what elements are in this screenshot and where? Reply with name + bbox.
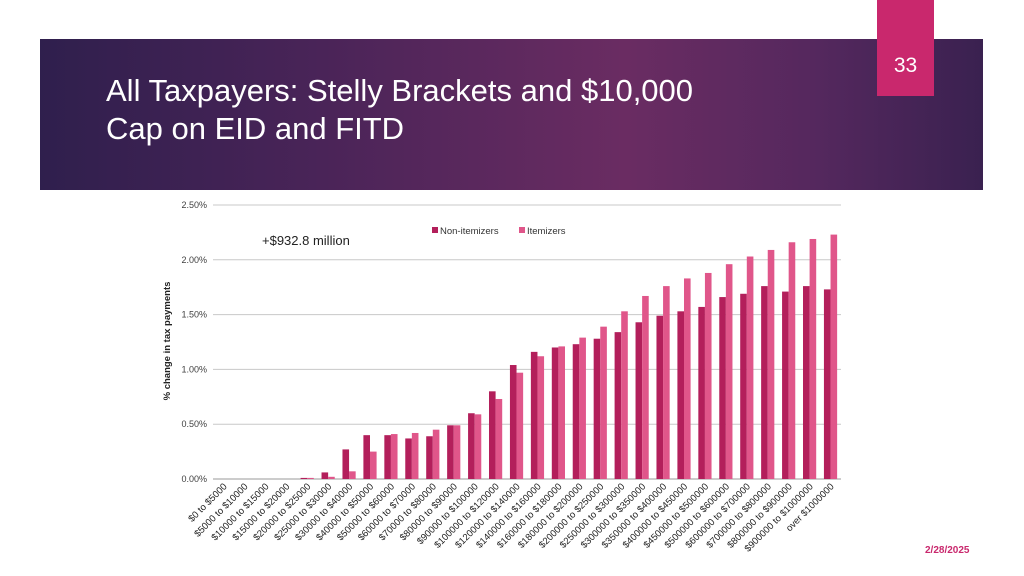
bar-itemizers	[516, 372, 524, 479]
bar-itemizers	[537, 356, 545, 479]
bar-itemizers	[767, 249, 775, 479]
x-axis-ticks: $0 to $5000$5000 to $10000$10000 to $150…	[186, 481, 836, 554]
bar-non-itemizers	[761, 286, 768, 479]
legend-swatch-itemizers	[519, 227, 525, 233]
chart-gridlines	[213, 204, 841, 480]
page-number: 33	[893, 54, 918, 77]
footer-date: 2/28/2025	[925, 545, 970, 556]
y-axis-title: % change in tax payments	[162, 282, 173, 401]
bar-itemizers	[307, 477, 314, 479]
bar-non-itemizers	[489, 391, 496, 479]
bar-non-itemizers	[614, 332, 622, 479]
bar-non-itemizers	[572, 344, 580, 479]
bar-itemizers	[579, 337, 586, 479]
bar-non-itemizers	[740, 293, 747, 479]
bar-non-itemizers	[803, 286, 810, 479]
y-axis-ticks: 0.00% 0.50% 1.00% 1.50% 2.00% 2.50%	[181, 200, 207, 484]
slide-title-line-1: All Taxpayers: Stelly Brackets and $10,0…	[106, 73, 694, 108]
bar-non-itemizers	[719, 297, 726, 479]
bar-itemizers	[788, 242, 796, 479]
y-tick-label: 1.00%	[181, 364, 207, 374]
bar-non-itemizers	[698, 306, 705, 479]
bar-non-itemizers	[635, 322, 643, 479]
legend-label-itemizers: Itemizers	[527, 226, 566, 237]
bar-non-itemizers	[823, 289, 831, 479]
title-banner	[40, 39, 983, 190]
bar-itemizers	[725, 264, 733, 479]
bar-non-itemizers	[321, 472, 329, 479]
bar-non-itemizers	[530, 351, 538, 479]
bar-itemizers	[600, 326, 607, 479]
bar-itemizers	[390, 434, 398, 479]
bar-itemizers	[621, 311, 628, 479]
bar-itemizers	[809, 238, 817, 479]
bar-itemizers	[704, 272, 712, 479]
bar-non-itemizers	[342, 449, 350, 479]
bar-itemizers	[453, 425, 461, 479]
y-tick-label: 2.50%	[181, 200, 207, 210]
bar-itemizers	[370, 451, 377, 479]
bar-itemizers	[328, 476, 335, 479]
bar-itemizers	[684, 278, 691, 479]
y-tick-label: 0.00%	[181, 474, 207, 484]
bar-itemizers	[349, 471, 356, 479]
bar-itemizers	[474, 414, 482, 479]
legend-swatch-non-itemizers	[432, 227, 438, 233]
bar-non-itemizers	[551, 347, 559, 479]
bar-non-itemizers	[300, 477, 308, 479]
chart-bars	[300, 234, 838, 479]
chart-legend: Non-itemizers Itemizers	[432, 226, 566, 237]
page-number-tab: 33	[877, 0, 934, 96]
bar-non-itemizers	[447, 425, 454, 479]
bar-itemizers	[663, 286, 670, 479]
slide-title-line-2: Cap on EID and FITD	[106, 111, 405, 146]
bar-itemizers	[432, 429, 440, 479]
bar-itemizers	[495, 398, 503, 479]
bar-non-itemizers	[405, 438, 412, 479]
y-tick-label: 2.00%	[181, 255, 207, 265]
bar-non-itemizers	[677, 311, 684, 479]
bar-non-itemizers	[593, 338, 601, 479]
bar-non-itemizers	[384, 435, 391, 479]
bar-non-itemizers	[782, 291, 789, 479]
slide-title: All Taxpayers: Stelly Brackets and $10,0…	[106, 72, 826, 148]
bar-itemizers	[746, 256, 754, 479]
bar-non-itemizers	[468, 413, 475, 479]
bar-non-itemizers	[656, 315, 664, 479]
bar-itemizers	[830, 234, 838, 479]
bar-non-itemizers	[426, 436, 433, 479]
total-change-annotation: +$932.8 million	[262, 233, 350, 248]
y-tick-label: 0.50%	[181, 419, 207, 429]
legend-label-non-itemizers: Non-itemizers	[440, 226, 499, 237]
bar-non-itemizers	[363, 435, 370, 479]
bar-non-itemizers	[509, 365, 517, 479]
y-tick-label: 1.50%	[181, 310, 207, 320]
bar-itemizers	[642, 295, 649, 479]
bar-itemizers	[411, 432, 419, 479]
bar-itemizers	[558, 346, 565, 479]
